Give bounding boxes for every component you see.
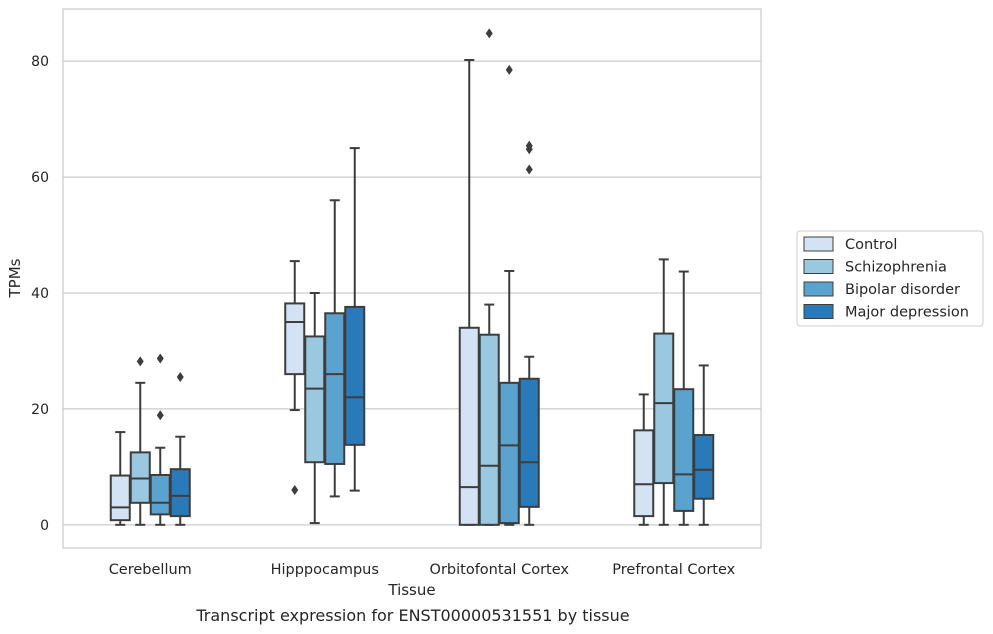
y-tick-label: 40 bbox=[31, 286, 49, 302]
box-schizophrenia bbox=[129, 356, 151, 526]
outlier-point bbox=[176, 372, 184, 383]
y-tick-label: 20 bbox=[31, 402, 49, 418]
box-bipolar-disorder bbox=[324, 199, 346, 498]
legend-frame bbox=[796, 230, 984, 327]
box-major-depression bbox=[344, 147, 366, 492]
box-schizophrenia bbox=[653, 258, 675, 526]
box-schizophrenia bbox=[478, 28, 500, 526]
legend-label: Major depression bbox=[845, 305, 969, 321]
outlier-point bbox=[505, 64, 513, 75]
iqr-box bbox=[149, 473, 171, 516]
iqr-box bbox=[324, 312, 346, 465]
x-tick-label: Orbitofontal Cortex bbox=[430, 562, 570, 578]
legend-swatch bbox=[803, 259, 834, 274]
outlier-point bbox=[136, 356, 144, 367]
iqr-box bbox=[458, 326, 480, 526]
iqr-box bbox=[673, 388, 695, 512]
legend-swatch bbox=[803, 236, 834, 252]
outlier-point bbox=[485, 28, 493, 39]
y-tick-label: 0 bbox=[40, 518, 49, 534]
box-control bbox=[633, 393, 655, 526]
legend-swatch bbox=[803, 281, 834, 297]
iqr-box bbox=[344, 305, 366, 446]
iqr-box bbox=[693, 433, 715, 500]
iqr-box bbox=[498, 381, 520, 525]
x-axis-label: Tissue bbox=[387, 581, 435, 599]
x-axis-ticks: Cerebellum Hipppocampus Orbitofontal Corte… bbox=[109, 562, 736, 578]
y-tick-label: 80 bbox=[31, 54, 49, 70]
outlier-point bbox=[525, 140, 533, 151]
y-axis-ticks: 0 20 40 60 80 bbox=[31, 54, 49, 534]
legend-label: Bipolar disorder bbox=[845, 282, 960, 298]
y-tick-label: 60 bbox=[31, 170, 49, 186]
box-bipolar-disorder bbox=[673, 270, 695, 526]
legend-swatch bbox=[803, 304, 834, 319]
outlier-point bbox=[156, 353, 164, 364]
boxes bbox=[109, 28, 715, 526]
box-bipolar-disorder bbox=[149, 353, 171, 526]
figure-caption: Transcript expression for ENST0000053155… bbox=[196, 606, 630, 625]
box-major-depression bbox=[518, 140, 540, 526]
outlier-point bbox=[525, 164, 533, 175]
outlier-point bbox=[156, 410, 164, 421]
legend: Control Schizophrenia Bipolar disorder Majo… bbox=[796, 230, 984, 327]
legend-label: Schizophrenia bbox=[845, 260, 947, 276]
legend-label: Control bbox=[845, 237, 897, 253]
iqr-box bbox=[109, 474, 131, 522]
iqr-box bbox=[478, 333, 500, 526]
box-major-depression bbox=[693, 364, 715, 526]
iqr-box bbox=[284, 302, 306, 376]
iqr-box bbox=[169, 468, 191, 518]
outlier-point bbox=[291, 485, 299, 496]
x-tick-label: Cerebellum bbox=[109, 562, 192, 578]
box-control bbox=[109, 431, 131, 526]
iqr-box bbox=[304, 335, 326, 464]
iqr-box bbox=[518, 377, 540, 508]
plot-frame bbox=[62, 8, 762, 549]
x-tick-label: Hipppocampus bbox=[271, 562, 379, 578]
box-bipolar-disorder bbox=[498, 64, 520, 526]
y-axis-label: TPMs bbox=[6, 258, 24, 298]
box-schizophrenia bbox=[304, 291, 326, 525]
x-tick-label: Prefrontal Cortex bbox=[612, 562, 735, 578]
iqr-box bbox=[653, 332, 675, 485]
box-major-depression bbox=[169, 372, 191, 526]
iqr-box bbox=[633, 429, 655, 518]
box-control bbox=[284, 260, 306, 496]
